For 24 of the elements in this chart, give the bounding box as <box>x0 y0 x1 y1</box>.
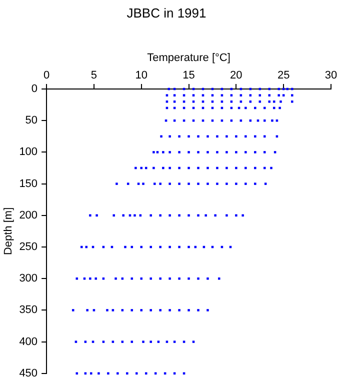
point <box>85 246 88 248</box>
x-tick-label: 20 <box>230 69 242 82</box>
y-tick-label: 100 <box>19 146 38 158</box>
x-tick-label: 30 <box>324 69 338 82</box>
x-tick-label: 15 <box>182 69 195 82</box>
y-tick-label: 200 <box>19 209 38 222</box>
x-tick-label: 10 <box>135 69 148 82</box>
x-axis-title: Temperature [°C] <box>147 52 230 64</box>
point <box>290 88 294 90</box>
chart-title: JBBC in 1991 <box>126 5 206 20</box>
y-tick-label: 400 <box>19 336 38 348</box>
y-tick-label: 250 <box>19 241 38 254</box>
point <box>135 372 138 375</box>
y-tick-label: 300 <box>19 272 38 285</box>
y-tick-label: 50 <box>25 114 38 127</box>
y-tick-label: 0 <box>31 83 38 96</box>
x-tick-label: 5 <box>90 69 98 82</box>
y-axis-title: Depth [m] <box>2 207 15 256</box>
y-tick-label: 150 <box>19 178 38 190</box>
point <box>112 214 116 217</box>
x-tick-label: 0 <box>43 69 50 82</box>
x-tick-label: 25 <box>277 69 290 82</box>
y-tick-label: 450 <box>19 367 38 380</box>
y-tick-label: 350 <box>19 304 38 316</box>
